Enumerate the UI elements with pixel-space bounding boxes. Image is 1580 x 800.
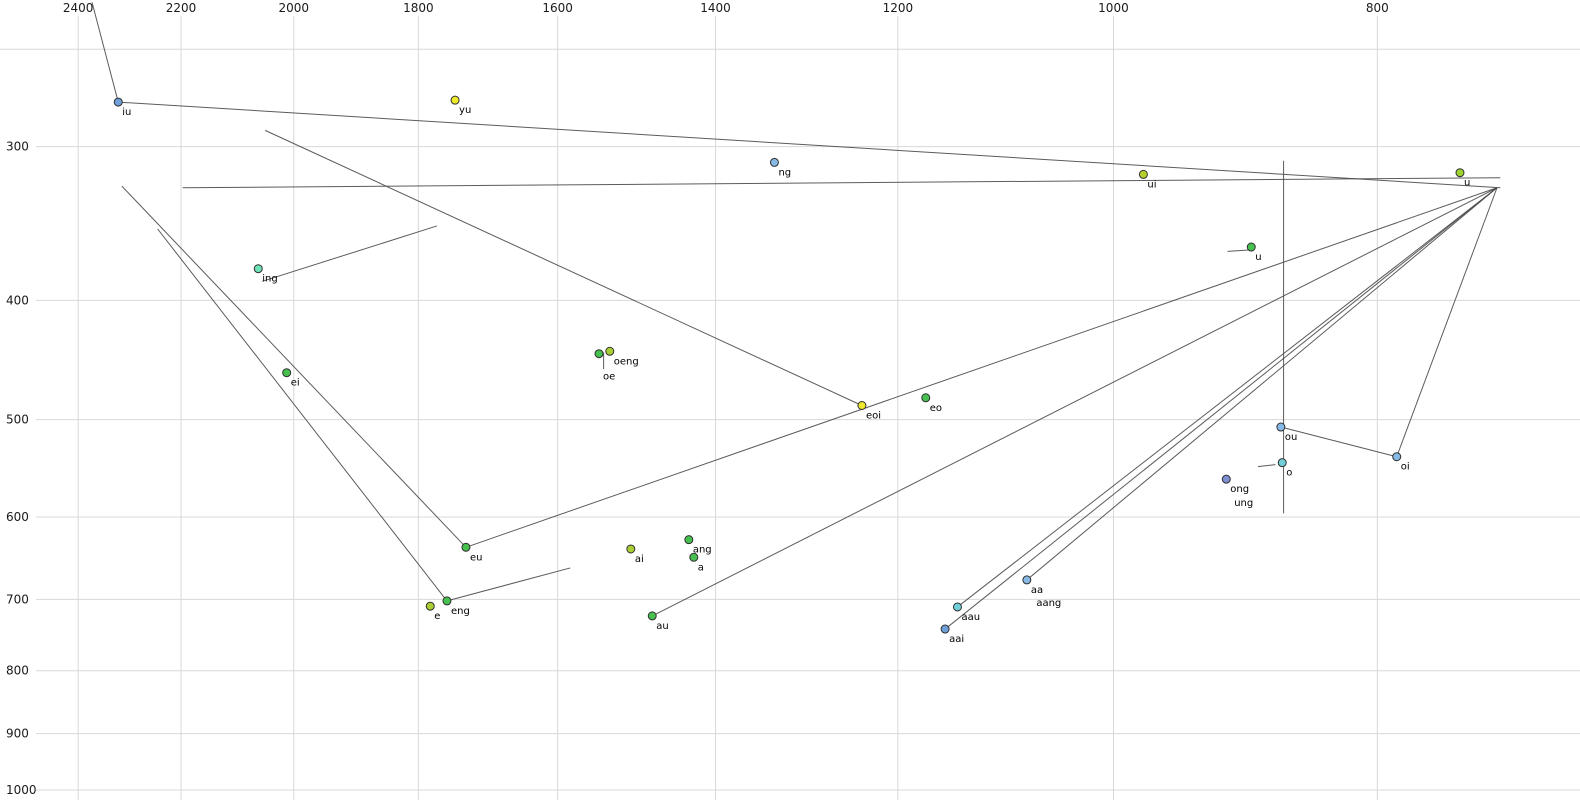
- data-point: [1277, 458, 1287, 468]
- data-point: [253, 264, 263, 274]
- trajectory-line: [1280, 426, 1397, 458]
- point-label: ang: [693, 545, 712, 556]
- trajectory-line: [465, 187, 1498, 548]
- trajectory-line: [446, 567, 571, 602]
- trajectory-line: [182, 177, 1501, 189]
- data-point: [594, 349, 604, 359]
- data-point: [626, 544, 636, 554]
- data-point: [1022, 575, 1032, 585]
- point-label: ng: [778, 167, 791, 178]
- y-axis-tick-label: 600: [6, 510, 29, 524]
- x-axis-tick-label: 1400: [700, 1, 731, 15]
- trajectory-line: [262, 225, 438, 282]
- point-label: a: [698, 562, 704, 573]
- point-label: eu: [470, 552, 483, 563]
- y-tick-label-backing: [0, 590, 36, 607]
- trajectory-line: [1396, 187, 1498, 457]
- trajectory-line: [1227, 249, 1249, 252]
- data-point: [450, 95, 460, 105]
- point-label: ing: [262, 274, 277, 285]
- trajectory-line: [121, 185, 467, 548]
- point-label: eoi: [866, 411, 881, 422]
- x-axis-tick-label: 2000: [278, 1, 309, 15]
- x-axis-tick-label: 800: [1366, 1, 1389, 15]
- data-point: [1276, 422, 1286, 432]
- data-point: [857, 401, 867, 411]
- data-point: [940, 624, 950, 634]
- y-tick-label-backing: [0, 137, 36, 154]
- y-tick-label-backing: [0, 410, 36, 427]
- x-axis-tick-label: 1000: [1098, 1, 1129, 15]
- data-point: [461, 542, 471, 552]
- data-point: [952, 602, 962, 612]
- data-point: [425, 601, 435, 611]
- trajectory-line: [118, 101, 1501, 189]
- data-point: [1138, 169, 1148, 179]
- data-point: [769, 157, 779, 167]
- data-point: [1392, 452, 1402, 462]
- x-axis-tick-label: 2200: [166, 1, 197, 15]
- data-point: [647, 611, 657, 621]
- point-label: aau: [961, 612, 980, 623]
- point-label: au: [656, 621, 668, 632]
- y-tick-label-backing: [0, 661, 36, 678]
- point-label: aai: [949, 634, 964, 645]
- trajectory-line: [157, 228, 448, 602]
- trajectory-line: [944, 187, 1498, 630]
- point-label: u: [1255, 252, 1261, 263]
- data-point: [442, 596, 452, 606]
- y-axis-tick-label: 300: [6, 140, 29, 154]
- y-axis-tick-label: 500: [6, 413, 29, 427]
- x-axis-tick-label: 1600: [542, 1, 573, 15]
- point-label: oeng: [614, 356, 639, 367]
- point-label: ai: [635, 554, 644, 565]
- trajectory-line: [957, 187, 1498, 608]
- y-axis-tick-label: 900: [6, 727, 29, 741]
- trajectory-line: [1026, 187, 1498, 581]
- point-label: eo: [930, 403, 942, 414]
- y-tick-label-backing: [0, 507, 36, 524]
- data-point: [605, 346, 615, 356]
- point-label: eng: [451, 606, 470, 617]
- data-point: [1246, 242, 1256, 252]
- trajectory-line: [91, 2, 119, 103]
- point-label: yu: [459, 105, 471, 116]
- point-label: u: [1464, 178, 1470, 189]
- x-axis-tick-label: 1800: [403, 1, 434, 15]
- trajectory-line: [1257, 464, 1276, 468]
- point-label: ui: [1147, 179, 1156, 190]
- y-axis-tick-label: 800: [6, 664, 29, 678]
- point-label: ei: [291, 378, 300, 389]
- point-label: ong: [1230, 484, 1249, 495]
- data-point: [1455, 168, 1465, 178]
- x-axis-tick-label: 1200: [883, 1, 914, 15]
- data-point: [684, 535, 694, 545]
- y-tick-label-backing: [0, 780, 36, 797]
- y-axis-tick-label: 1000: [6, 783, 37, 797]
- point-label: o: [1286, 468, 1292, 479]
- point-label: oi: [1401, 462, 1410, 473]
- y-tick-label-backing: [0, 724, 36, 741]
- point-label: iu: [122, 107, 131, 118]
- y-axis-tick-label: 700: [6, 592, 29, 606]
- trajectory-line: [264, 129, 863, 406]
- point-label: oe: [603, 372, 615, 383]
- data-point: [1221, 474, 1231, 484]
- data-point: [113, 97, 123, 107]
- x-axis-tick-label: 2400: [63, 1, 94, 15]
- y-tick-label-backing: [0, 291, 36, 308]
- annotation-label: aang: [1036, 598, 1061, 609]
- point-label: ou: [1285, 432, 1297, 443]
- annotation-label: ung: [1234, 498, 1253, 509]
- data-point: [921, 393, 931, 403]
- trajectory-line: [652, 187, 1498, 617]
- point-label: e: [434, 611, 440, 622]
- point-label: aa: [1031, 585, 1043, 596]
- y-axis-tick-label: 400: [6, 293, 29, 307]
- data-point: [689, 552, 699, 562]
- data-point: [282, 368, 292, 378]
